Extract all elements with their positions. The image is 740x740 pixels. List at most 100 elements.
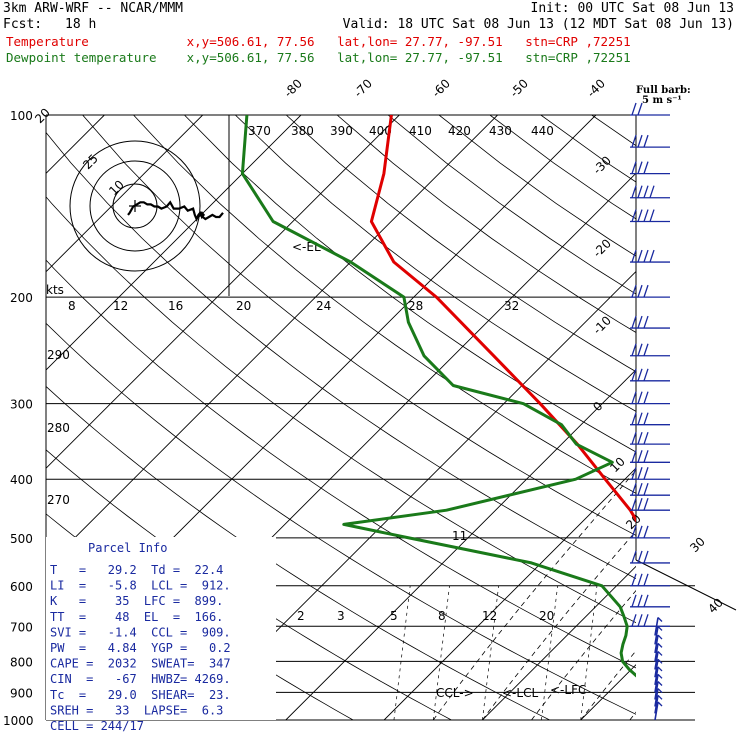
- mixing-ratio-line: [432, 585, 450, 720]
- dewpoint-legend: Dewpoint temperature x,y=506.61, 77.56 l…: [6, 50, 631, 65]
- temperature-legend: Temperature x,y=506.61, 77.56 lat,lon= 2…: [6, 34, 631, 49]
- isotherm-line: [0, 115, 6, 720]
- wind-barb: [630, 525, 670, 539]
- parcel-info-row: Tc = 29.0 SHEAR= 23.: [50, 688, 231, 702]
- dry-adiabat: [184, 115, 636, 453]
- pressure-label: 700: [10, 620, 33, 634]
- hodo-speed-label: 20: [236, 299, 251, 313]
- wind-barb: [630, 284, 670, 298]
- dry-adiabat: [133, 115, 636, 494]
- theta-label: 400: [369, 124, 392, 138]
- pressure-label: 800: [10, 655, 33, 669]
- isotherm-line: [482, 565, 636, 720]
- isotherm-line: [383, 467, 636, 720]
- isotherm-label: 30: [687, 534, 708, 555]
- theta-label: 410: [409, 124, 432, 138]
- mixing-ratio-label: 20: [539, 609, 554, 623]
- wind-barb: [630, 450, 670, 463]
- dry-adiabat: [46, 259, 636, 669]
- pressure-label: 500: [10, 532, 33, 546]
- dry-adiabat: [591, 115, 636, 147]
- ccl-marker: CCL->: [436, 686, 474, 700]
- wind-barb: [654, 625, 663, 645]
- theta-label: 270: [47, 493, 70, 507]
- dry-adiabat: [336, 115, 636, 333]
- dewpoint-curve: [240, 115, 636, 678]
- wind-barb: [654, 701, 663, 721]
- parcel-info-row: CAPE = 2032 SWEAT= 347: [50, 657, 231, 671]
- dry-adiabat: [82, 115, 636, 536]
- mixing-ratio-label: 12: [482, 609, 497, 623]
- mixing-ratio-line: [482, 585, 500, 720]
- isotherm-label: -30: [590, 153, 614, 177]
- lcl-marker: <-LCL: [502, 686, 538, 700]
- el-marker: <-EL: [292, 240, 321, 254]
- pressure-label: 200: [10, 291, 33, 305]
- dry-adiabat: [235, 115, 636, 412]
- barb-legend-title: Full barb:: [636, 85, 691, 96]
- barb-legend-unit: 5 m s⁻¹: [642, 95, 682, 106]
- parcel-info-row: SREH = 33 LAPSE= 6.3: [50, 703, 223, 717]
- mixing-ratio-label: 8: [438, 609, 446, 623]
- moist-adiabat: [728, 222, 740, 721]
- hodograph-trace: [127, 200, 224, 222]
- wind-barb: [630, 161, 670, 175]
- parcel-info-row: K = 35 LFC = 899.: [50, 594, 223, 608]
- hodo-speed-label: 24: [316, 299, 331, 313]
- mixing-ratio-label: 2: [297, 609, 305, 623]
- isotherm-line: [187, 270, 636, 720]
- wind-barb: [630, 315, 670, 329]
- wind-barb: [630, 482, 670, 496]
- dry-adiabat: [387, 115, 636, 295]
- wind-barb: [630, 573, 670, 587]
- parcel-info-row: SVI = -1.4 CCL = 909.: [50, 625, 231, 639]
- mixing-ratio-label: 5: [390, 609, 398, 623]
- wind-barb: [630, 594, 670, 608]
- lfc-marker: <-LFC: [550, 683, 586, 697]
- hodo-speed-label: 28: [408, 299, 423, 313]
- theta-label: 380: [291, 124, 314, 138]
- wind-barb: [630, 368, 670, 382]
- theta-label: 420: [448, 124, 471, 138]
- dry-adiabat: [694, 115, 740, 720]
- moist-adiabat: [432, 469, 636, 720]
- forecast-label: Fcst:: [3, 17, 43, 32]
- isotherm-label: 0: [590, 399, 605, 414]
- pressure-label: 300: [10, 398, 33, 412]
- wind-barb: [654, 642, 663, 662]
- hodo-ring-label: 25: [80, 151, 101, 172]
- dry-adiabat: [285, 115, 636, 373]
- hodo-speed-label: 12: [113, 299, 128, 313]
- mixing-ratio-line: [580, 585, 598, 720]
- wind-barb: [630, 550, 670, 564]
- mixing-ratio-line: [393, 585, 411, 720]
- wind-barb: [630, 209, 670, 223]
- isotherm-label: -80: [281, 76, 305, 100]
- isotherm-label: -60: [429, 76, 453, 100]
- valid-time: Valid: 18 UTC Sat 08 Jun 13 (12 MDT Sat …: [342, 17, 734, 32]
- wind-barb: [630, 343, 670, 357]
- theta-label: 390: [330, 124, 353, 138]
- mixing-ratio-label: 3: [337, 609, 345, 623]
- dry-adiabat: [489, 115, 636, 220]
- hodo-ring-label: 10: [106, 177, 127, 198]
- wind-barb: [630, 391, 670, 405]
- wind-barb: [654, 658, 663, 678]
- wind-barb: [630, 102, 670, 116]
- mixing-ratio-line: [541, 585, 558, 720]
- hodo-ring-label: 20: [32, 105, 53, 126]
- parcel-info-box: [46, 537, 276, 720]
- dry-adiabat: [46, 322, 636, 715]
- pressure-label: 600: [10, 580, 33, 594]
- hodo-speed-label: 16: [168, 299, 183, 313]
- wind-barb: [630, 412, 670, 426]
- isotherm-line: [285, 369, 636, 720]
- eleven-marker: 11: [452, 529, 467, 543]
- isotherm-label: -50: [507, 76, 531, 100]
- isotherm-label: -40: [584, 76, 608, 100]
- wind-barb: [630, 431, 670, 445]
- dry-adiabat: [46, 131, 636, 580]
- theta-label: 280: [47, 421, 70, 435]
- dry-adiabat: [46, 196, 636, 624]
